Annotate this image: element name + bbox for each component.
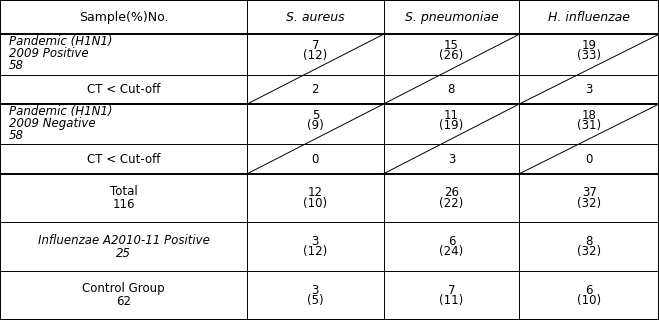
Text: 0: 0 (312, 153, 319, 166)
Text: (32): (32) (577, 245, 601, 259)
Text: 26: 26 (444, 186, 459, 199)
Text: S. pneumoniae: S. pneumoniae (405, 11, 498, 24)
Text: 2: 2 (312, 83, 319, 96)
Text: 7: 7 (447, 284, 455, 297)
Text: 58: 58 (9, 59, 24, 72)
Text: Pandemic (H1N1): Pandemic (H1N1) (9, 35, 112, 48)
Text: Pandemic (H1N1): Pandemic (H1N1) (9, 105, 112, 118)
Text: 6: 6 (447, 235, 455, 248)
Text: (33): (33) (577, 49, 601, 62)
Text: 37: 37 (582, 186, 596, 199)
Text: (10): (10) (303, 197, 328, 210)
Text: H. influenzae: H. influenzae (548, 11, 630, 24)
Text: (26): (26) (440, 49, 463, 62)
Text: (19): (19) (440, 118, 463, 132)
Text: (24): (24) (440, 245, 463, 259)
Text: (22): (22) (440, 197, 463, 210)
Text: 3: 3 (447, 153, 455, 166)
Text: Control Group: Control Group (82, 282, 165, 295)
Text: 3: 3 (585, 83, 593, 96)
Text: 62: 62 (116, 295, 131, 308)
Text: 25: 25 (116, 247, 131, 260)
Text: 3: 3 (312, 235, 319, 248)
Text: 11: 11 (444, 109, 459, 122)
Text: (9): (9) (307, 118, 324, 132)
Text: 116: 116 (112, 198, 135, 211)
Text: 2009 Positive: 2009 Positive (9, 47, 88, 60)
Text: CT < Cut-off: CT < Cut-off (87, 83, 160, 96)
Text: 6: 6 (585, 284, 593, 297)
Text: 0: 0 (585, 153, 593, 166)
Text: S. aureus: S. aureus (286, 11, 345, 24)
Text: 12: 12 (308, 186, 323, 199)
Text: 19: 19 (582, 39, 596, 52)
Text: 5: 5 (312, 109, 319, 122)
Text: (12): (12) (303, 49, 328, 62)
Text: (10): (10) (577, 294, 601, 307)
Text: (12): (12) (303, 245, 328, 259)
Text: 8: 8 (447, 83, 455, 96)
Text: 7: 7 (312, 39, 319, 52)
Text: 15: 15 (444, 39, 459, 52)
Text: (5): (5) (307, 294, 324, 307)
Text: (32): (32) (577, 197, 601, 210)
Text: Total: Total (109, 185, 138, 198)
Text: 8: 8 (585, 235, 593, 248)
Text: 3: 3 (312, 284, 319, 297)
Text: Sample(%)No.: Sample(%)No. (79, 11, 168, 24)
Text: (11): (11) (440, 294, 463, 307)
Text: 18: 18 (582, 109, 596, 122)
Text: (31): (31) (577, 118, 601, 132)
Text: 58: 58 (9, 129, 24, 142)
Text: 2009 Negative: 2009 Negative (9, 117, 95, 130)
Text: CT < Cut-off: CT < Cut-off (87, 153, 160, 166)
Text: Influenzae A2010-11 Positive: Influenzae A2010-11 Positive (38, 234, 210, 247)
